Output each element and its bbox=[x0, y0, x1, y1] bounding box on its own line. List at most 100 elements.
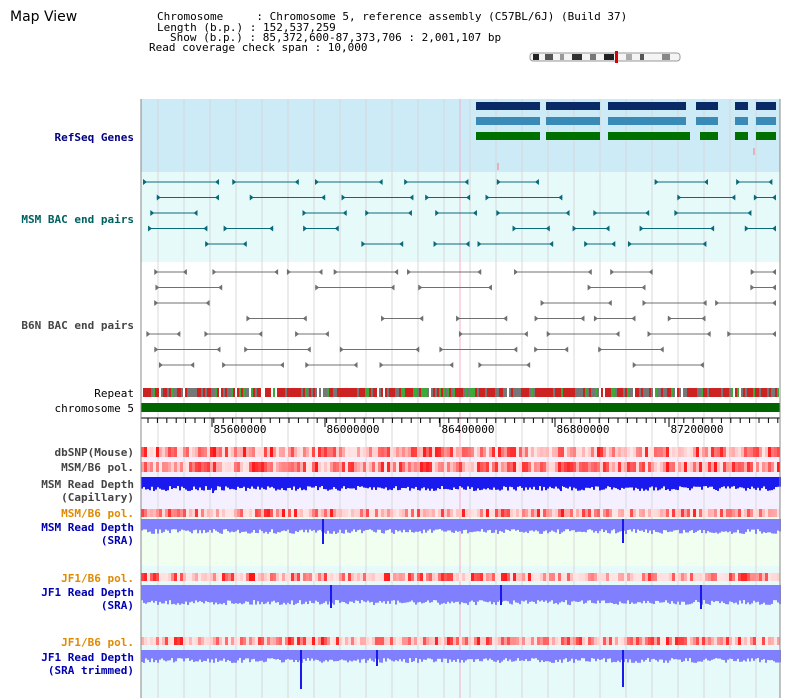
heat-cell bbox=[198, 509, 201, 517]
heat-cell bbox=[264, 462, 267, 472]
heat-cell bbox=[486, 637, 489, 645]
heat-cell bbox=[408, 509, 411, 517]
repeat-cell bbox=[315, 388, 317, 397]
repeat-cell bbox=[515, 388, 517, 397]
bac-end-marker bbox=[512, 225, 517, 232]
depth-bar bbox=[205, 650, 207, 662]
depth-bar bbox=[209, 585, 211, 603]
heat-cell bbox=[582, 447, 585, 457]
bac-end-marker bbox=[365, 210, 370, 216]
depth-bar bbox=[471, 477, 473, 488]
depth-bar bbox=[319, 650, 321, 662]
repeat-cell bbox=[653, 388, 655, 397]
depth-bar bbox=[417, 650, 419, 663]
repeat-cell bbox=[351, 388, 353, 397]
depth-bar bbox=[415, 650, 417, 659]
bac-end-marker bbox=[425, 194, 430, 201]
depth-bar bbox=[203, 585, 205, 604]
depth-bar bbox=[305, 585, 307, 602]
heat-cell bbox=[756, 573, 759, 581]
repeat-cell bbox=[773, 388, 775, 397]
depth-bar bbox=[679, 585, 681, 605]
depth-bar bbox=[585, 477, 587, 488]
depth-bar bbox=[177, 519, 179, 533]
heat-cell bbox=[750, 637, 753, 645]
track-label-refseq[interactable]: RefSeq Genes bbox=[54, 131, 134, 144]
heat-cell bbox=[450, 637, 453, 645]
repeat-cell bbox=[213, 388, 215, 397]
heat-cell bbox=[678, 637, 681, 645]
heat-cell bbox=[192, 573, 195, 581]
track-label-msm-bac[interactable]: MSM BAC end pairs bbox=[21, 213, 134, 226]
depth-bar bbox=[401, 650, 403, 662]
heat-cell bbox=[207, 447, 210, 457]
depth-bar bbox=[151, 519, 153, 534]
depth-bar bbox=[687, 585, 689, 605]
depth-bar bbox=[391, 585, 393, 601]
depth-bar bbox=[521, 519, 523, 532]
heat-cell bbox=[264, 447, 267, 457]
depth-bar bbox=[587, 650, 589, 662]
repeat-cell bbox=[555, 388, 557, 397]
depth-bar bbox=[419, 519, 421, 532]
depth-bar bbox=[617, 585, 619, 605]
heat-cell bbox=[732, 573, 735, 581]
heat-cell bbox=[159, 573, 162, 581]
heat-cell bbox=[597, 509, 600, 517]
depth-bar bbox=[469, 477, 471, 489]
depth-bar bbox=[701, 650, 703, 662]
heat-cell bbox=[315, 462, 318, 472]
depth-bar bbox=[171, 585, 173, 605]
bac-end-marker bbox=[456, 315, 461, 322]
heat-cell bbox=[345, 637, 348, 645]
depth-bar bbox=[195, 477, 197, 490]
heat-cell bbox=[273, 637, 276, 645]
depth-bar bbox=[765, 585, 767, 605]
depth-bar bbox=[485, 477, 487, 490]
bac-end-marker bbox=[302, 315, 307, 322]
depth-bar bbox=[577, 585, 579, 603]
track-label-b6n-bac[interactable]: B6N BAC end pairs bbox=[21, 319, 134, 332]
heat-cell bbox=[222, 447, 225, 457]
depth-bar bbox=[295, 519, 297, 532]
bac-end-marker bbox=[305, 362, 310, 368]
heat-cell bbox=[489, 509, 492, 517]
depth-bar bbox=[219, 477, 221, 487]
heat-cell bbox=[468, 573, 471, 581]
depth-bar bbox=[363, 477, 365, 488]
bac-end-marker bbox=[146, 331, 151, 337]
depth-bar bbox=[559, 519, 561, 534]
depth-bar bbox=[715, 477, 717, 491]
heat-cell bbox=[174, 462, 177, 472]
heat-cell bbox=[606, 637, 609, 645]
heat-cell bbox=[639, 509, 642, 517]
heat-cell bbox=[249, 447, 252, 457]
repeat-cell bbox=[291, 388, 293, 397]
depth-bar bbox=[535, 650, 537, 659]
depth-bar bbox=[231, 650, 233, 663]
depth-bar bbox=[379, 650, 381, 663]
repeat-cell bbox=[519, 388, 521, 397]
repeat-cell bbox=[703, 388, 705, 397]
heat-cell bbox=[540, 447, 543, 457]
heat-cell bbox=[561, 637, 564, 645]
depth-bar bbox=[149, 650, 151, 663]
heat-cell bbox=[318, 447, 321, 457]
depth-bar bbox=[285, 585, 287, 605]
depth-bar bbox=[761, 519, 763, 534]
depth-bar bbox=[207, 519, 209, 533]
heat-cell bbox=[774, 573, 777, 581]
depth-bar bbox=[393, 477, 395, 489]
bac-end-marker bbox=[315, 179, 320, 185]
depth-bar bbox=[147, 477, 149, 490]
chromosome-info: Chromosome : Chromosome 5, reference ass… bbox=[157, 10, 628, 23]
heat-cell bbox=[708, 509, 711, 517]
heat-cell bbox=[204, 509, 207, 517]
heat-cell bbox=[333, 573, 336, 581]
heat-cell bbox=[201, 509, 204, 517]
heat-cell bbox=[519, 637, 522, 645]
heat-cell bbox=[774, 462, 777, 472]
depth-bar bbox=[265, 650, 267, 662]
heat-cell bbox=[702, 637, 705, 645]
